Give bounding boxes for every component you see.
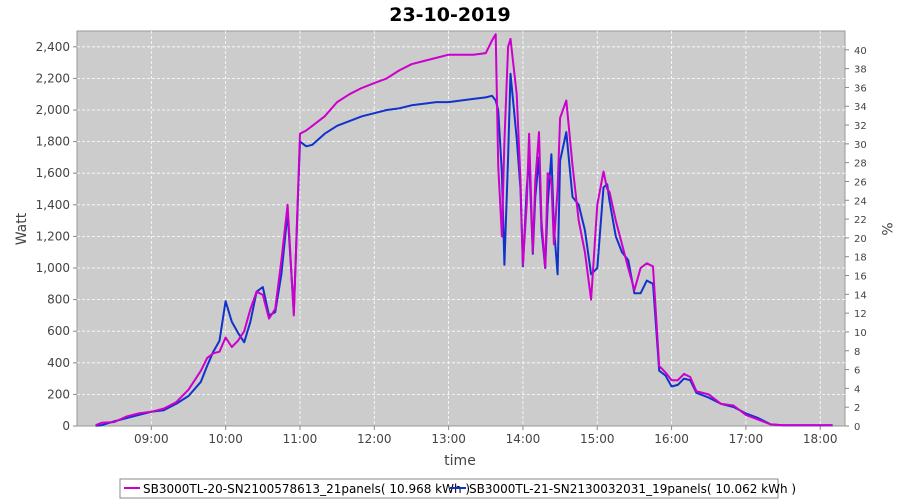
x-axis: 09:00 10:00 11:00 12:00 13:00 14:00 15:00 16:00… [134,426,838,446]
y-tick-label: 1,800 [36,135,70,149]
y-tick-label: 2,200 [36,71,70,85]
y-tick-label: 2,400 [36,40,70,54]
x-tick-label: 13:00 [431,432,466,446]
legend-label-series-2: SB3000TL-21-SN2130032031_19panels( 10.06… [469,482,796,496]
y-right-tick-label: 32 [854,121,867,132]
y-right-tick-label: 38 [854,65,867,76]
x-tick-label: 14:00 [506,432,541,446]
y-tick-label: 1,200 [36,229,70,243]
gridlines [77,31,845,426]
plot-area [76,30,846,427]
y-right-tick-label: 4 [854,384,860,395]
y-right-tick-label: 30 [854,140,867,151]
y-tick-label: 1,400 [36,198,70,212]
x-tick-label: 18:00 [803,432,838,446]
chart-title: 23-10-2019 [389,4,511,26]
y-right-tick-label: 24 [854,196,867,207]
x-tick-label: 17:00 [729,432,764,446]
x-tick-label: 10:00 [208,432,243,446]
y-right-tick-label: 10 [854,328,867,339]
y-tick-label: 1,600 [36,166,70,180]
y-right-tick-label: 8 [854,347,860,358]
y-right-tick-label: 0 [854,422,860,433]
y-tick-label: 2,000 [36,103,70,117]
series-line-1 [95,33,833,427]
y-right-tick-label: 18 [854,253,867,264]
y-axis-right-label: % [878,222,894,235]
x-tick-label: 09:00 [134,432,169,446]
x-tick-label: 11:00 [283,432,318,446]
y-right-tick-label: 14 [854,290,867,301]
x-tick-label: 15:00 [580,432,615,446]
x-axis-label: time [444,453,476,469]
series-line-2 [95,72,833,427]
y-right-tick-label: 2 [854,403,860,414]
y-right-tick-label: 36 [854,83,867,94]
x-tick-label: 16:00 [654,432,689,446]
y-right-tick-label: 26 [854,177,867,188]
y-tick-label: 600 [47,324,70,338]
y-right-tick-label: 16 [854,272,867,283]
legend: SB3000TL-20-SN2100578613_21panels( 10.96… [119,478,796,499]
y-right-tick-label: 40 [854,46,867,57]
y-tick-label: 400 [47,356,70,370]
y-right-tick-label: 6 [854,366,860,377]
y-tick-label: 0 [62,419,70,433]
legend-box [119,478,779,499]
x-tick-label: 12:00 [357,432,392,446]
y-tick-label: 200 [47,387,70,401]
y-right-tick-label: 20 [854,234,867,245]
y-right-tick-label: 28 [854,159,867,170]
y-axis-label: Watt [14,212,30,245]
series-lines [95,33,833,427]
y-right-tick-label: 22 [854,215,867,226]
y-tick-label: 800 [47,293,70,307]
y-axis-left: 0 200 400 600 800 1,000 1,200 1,400 1,600 1,800 2,… [36,40,77,433]
y-right-tick-label: 34 [854,102,867,113]
legend-label-series-1: SB3000TL-20-SN2100578613_21panels( 10.96… [143,482,470,496]
y-tick-label: 1,000 [36,261,70,275]
y-right-tick-label: 12 [854,309,867,320]
